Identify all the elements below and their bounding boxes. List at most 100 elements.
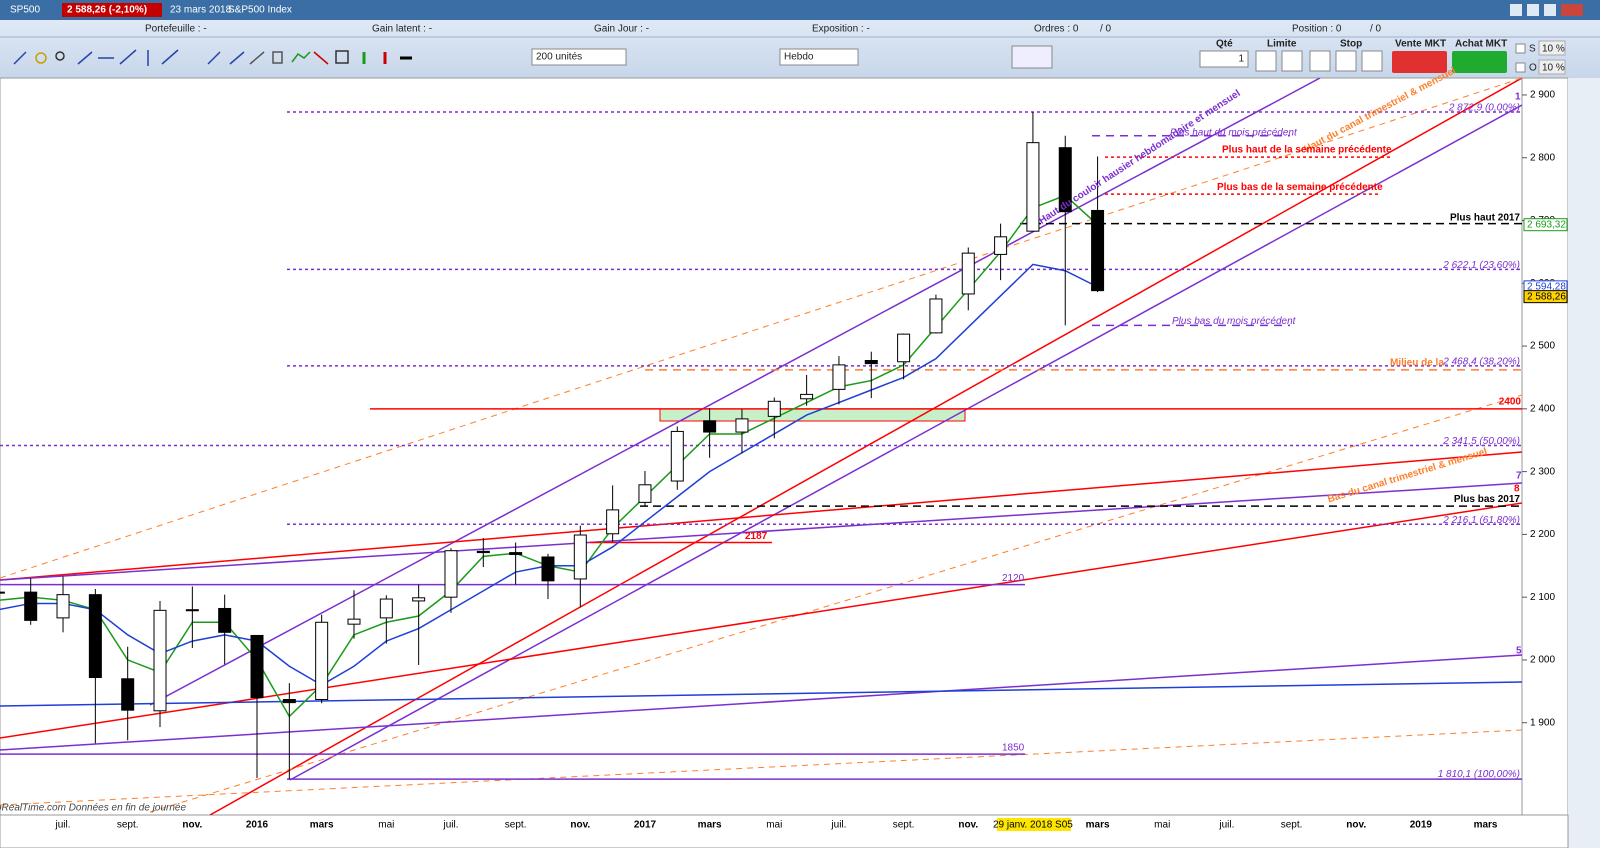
tool[interactable] — [229, 51, 245, 65]
quantity-dropdown[interactable] — [531, 48, 627, 66]
candle-body — [315, 621, 329, 700]
level-label: 2400 — [1499, 396, 1522, 407]
x-tick-label: mars — [1086, 820, 1110, 831]
trendline — [289, 104, 1522, 781]
price-marker-label: 2 588,26 — [1527, 291, 1566, 302]
y-tick-label: 2 300 — [1530, 466, 1555, 477]
stop-buy[interactable] — [1309, 50, 1331, 72]
achat-button[interactable] — [1452, 51, 1507, 73]
level-label: Plus haut 2017 — [1450, 212, 1520, 223]
restore-button[interactable] — [1527, 4, 1539, 16]
annotation: 8 — [1514, 484, 1520, 495]
x-tick-label: 2016 — [246, 820, 269, 831]
tool[interactable] — [13, 51, 27, 65]
price-axis — [1521, 77, 1569, 816]
candle-body — [444, 550, 458, 598]
stop-sell[interactable] — [1335, 50, 1357, 72]
footer: ProRealTime.com Données en fin de journé… — [0, 803, 186, 814]
position: Position : 0 — [1292, 24, 1342, 35]
tool[interactable] — [291, 51, 311, 63]
limit-buy[interactable] — [1255, 50, 1277, 72]
limit-sell[interactable] — [1281, 50, 1303, 72]
x-tick-label: mai — [378, 820, 394, 831]
vente-button[interactable] — [1392, 51, 1447, 73]
level-label: 2 468,4 (38,20%) — [1442, 357, 1520, 368]
quantity-select: 200 unités — [536, 52, 582, 63]
candle-body — [24, 591, 38, 621]
period-dropdown[interactable] — [779, 48, 859, 66]
x-tick-label: juil. — [830, 820, 846, 831]
stop-other[interactable] — [1361, 50, 1383, 72]
qte-input[interactable] — [1199, 50, 1249, 68]
candle-body — [573, 534, 587, 580]
trendline — [0, 502, 1522, 739]
vente-label: Vente MKT — [1395, 39, 1446, 50]
x-tick-label: sept. — [893, 820, 915, 831]
candle-body — [897, 333, 911, 363]
y-tick-label: 2 100 — [1530, 592, 1555, 603]
level-label: 1 810,1 (100,00%) — [1438, 769, 1520, 780]
title-bar — [0, 0, 1600, 20]
tool[interactable] — [77, 51, 93, 65]
tool[interactable] — [55, 51, 65, 61]
candle-body — [282, 698, 296, 704]
tool[interactable] — [313, 51, 329, 65]
x-tick-label: mai — [766, 820, 782, 831]
candle-body — [1058, 147, 1072, 213]
o-label: O — [1529, 63, 1537, 74]
tool[interactable] — [35, 52, 47, 64]
close-button[interactable] — [1561, 4, 1583, 16]
o-check[interactable] — [1515, 62, 1526, 73]
candle-body — [121, 678, 135, 711]
x-tick-label: sept. — [117, 820, 139, 831]
tool[interactable] — [207, 51, 221, 65]
trendlines — [0, 78, 1522, 815]
pct-1: 10 % — [1542, 44, 1565, 55]
candle-body — [670, 430, 684, 482]
tool[interactable] — [249, 51, 265, 65]
period-select: Hebdo — [784, 52, 814, 63]
support-zone — [659, 408, 966, 422]
trendline — [0, 482, 1522, 581]
pct-field[interactable] — [1538, 40, 1566, 56]
level-label: 1850 — [1002, 743, 1025, 754]
qte-value: 1 — [1238, 54, 1244, 65]
level-label: Plus bas du mois précédent — [1172, 316, 1297, 327]
candle-body — [0, 591, 5, 594]
x-tick-label: nov. — [1346, 820, 1366, 831]
cursor-date-box — [996, 818, 1071, 831]
tool[interactable] — [161, 49, 179, 65]
tool[interactable] — [272, 51, 283, 64]
s-check[interactable] — [1515, 43, 1526, 54]
annotation: 5 — [1516, 646, 1522, 657]
candle-body — [961, 252, 975, 295]
achat-label: Achat MKT — [1455, 39, 1507, 50]
x-tick-label: nov. — [570, 820, 590, 831]
pct-field[interactable] — [1538, 59, 1566, 75]
candle-body — [153, 609, 167, 712]
limite-label: Limite — [1267, 39, 1297, 50]
trendline — [0, 681, 1522, 707]
level-label: 2120 — [1002, 573, 1025, 584]
y-tick-label: 2 900 — [1530, 90, 1555, 101]
trendline — [0, 654, 1522, 751]
maximize-button[interactable] — [1544, 4, 1556, 16]
instrument-name: S&P500 Index — [228, 5, 292, 16]
x-tick-label: mai — [1154, 820, 1170, 831]
price-marker-label: 2 693,32 — [1527, 219, 1566, 230]
chart-type-button[interactable] — [1011, 45, 1053, 69]
trendline — [149, 78, 1321, 706]
minimize-button[interactable] — [1510, 4, 1522, 16]
tool[interactable] — [335, 50, 349, 64]
tool[interactable] — [119, 49, 137, 65]
candle-body — [767, 400, 781, 417]
x-tick-label: juil. — [55, 820, 71, 831]
exposition: Exposition : - — [812, 24, 870, 35]
date: 23 mars 2018 — [170, 5, 232, 16]
trendline — [0, 451, 1522, 581]
y-tick-label: 1 900 — [1530, 717, 1555, 728]
candle-body — [1026, 142, 1040, 232]
time-axis — [0, 814, 1569, 849]
level-label: 2 341,5 (50,00%) — [1442, 436, 1520, 447]
